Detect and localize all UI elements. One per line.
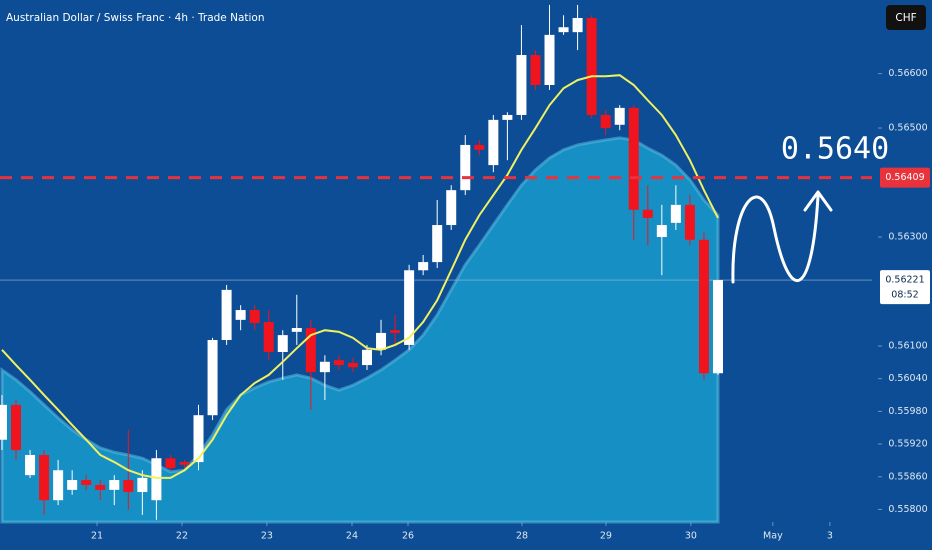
y-tick-label: 0.56500: [888, 123, 927, 134]
candle-body: [123, 480, 134, 493]
candle-body: [179, 462, 190, 465]
x-tick-label: 22: [176, 531, 188, 542]
y-tick-label: 0.56300: [888, 232, 927, 243]
candle-body: [67, 480, 78, 490]
candle-body: [319, 361, 330, 373]
candle-body: [53, 470, 64, 501]
candle-body: [642, 209, 653, 218]
candle-body: [277, 335, 288, 352]
chart-title: Australian Dollar / Swiss Franc · 4h · T…: [6, 12, 265, 24]
candle-body: [670, 204, 681, 223]
x-tick-label: 26: [402, 531, 414, 542]
moving-average: [1, 74, 719, 479]
candle-body: [572, 17, 583, 33]
candle-body: [446, 190, 457, 226]
plot-area: 0.55800 0.55860 0.55920 0.55980 0.56040 0.561…: [0, 4, 928, 542]
candle-body: [347, 362, 358, 368]
x-tick-label: 3: [827, 531, 833, 542]
candle-body: [712, 280, 723, 374]
candle-body: [376, 332, 387, 350]
candle-body: [193, 415, 204, 463]
y-tick-label: 0.56040: [888, 373, 927, 384]
candle-body: [684, 204, 695, 240]
candle-body: [530, 55, 541, 86]
candle-body: [235, 310, 246, 320]
y-tick-label: 0.55980: [888, 406, 927, 417]
candle-body: [432, 225, 443, 263]
y-tick-label: 0.55920: [888, 439, 927, 450]
y-tick-label: 0.56600: [888, 68, 927, 79]
candle-body: [39, 454, 50, 501]
annotation: 0.5640: [781, 132, 889, 167]
candle-body: [81, 480, 92, 485]
level-label-box: [880, 167, 930, 188]
candle-body: [488, 119, 499, 166]
x-tick-label: 21: [91, 531, 103, 542]
candle-body: [207, 340, 218, 416]
countdown: 08:52: [891, 290, 918, 301]
candle-body: [474, 144, 485, 150]
currency-label[interactable]: CHF: [895, 12, 916, 24]
x-tick-label: 29: [600, 531, 612, 542]
candle-body: [221, 289, 232, 341]
candle-body: [586, 17, 597, 115]
candle-body: [628, 107, 639, 210]
forecast-arrow: [731, 194, 820, 284]
candle-body: [460, 144, 471, 191]
candle-body: [0, 404, 7, 440]
x-tick-label: 24: [346, 531, 358, 542]
candle-body: [25, 454, 36, 476]
candle-body: [263, 322, 274, 352]
candle-body: [502, 114, 513, 120]
price-label: 0.56221: [885, 275, 924, 286]
candle-body: [291, 328, 302, 332]
candle-body: [109, 480, 120, 490]
arrow-head: [803, 190, 833, 212]
candle-body: [698, 239, 709, 374]
candle-body: [305, 328, 316, 373]
level-label: 0.56409: [885, 172, 924, 183]
candle-body: [516, 55, 527, 115]
candle-body: [361, 349, 372, 366]
x-tick-label: 23: [261, 531, 273, 542]
candle-body: [165, 458, 176, 469]
y-tick-label: 0.55860: [888, 471, 927, 482]
candle-body: [418, 262, 429, 271]
candle-body: [95, 484, 106, 490]
candle-body: [544, 34, 555, 86]
x-tick-label: 28: [516, 531, 528, 542]
currency-button[interactable]: [886, 5, 926, 30]
candle-body: [11, 404, 22, 451]
candle-body: [404, 270, 415, 345]
y-tick-label: 0.56100: [888, 341, 927, 352]
candle-body: [558, 27, 569, 33]
candle-body: [151, 458, 162, 501]
candle-body: [137, 477, 148, 493]
candle-body: [249, 310, 260, 324]
price-label-box: [880, 270, 930, 305]
candle-body: [656, 225, 667, 238]
x-tick-label: May: [763, 531, 783, 542]
candle-body: [600, 114, 611, 129]
y-tick-label: 0.55800: [888, 504, 927, 515]
candle-body: [333, 360, 344, 366]
x-tick-label: 30: [685, 531, 697, 542]
candle-body: [614, 107, 625, 125]
candle-body: [390, 330, 401, 333]
